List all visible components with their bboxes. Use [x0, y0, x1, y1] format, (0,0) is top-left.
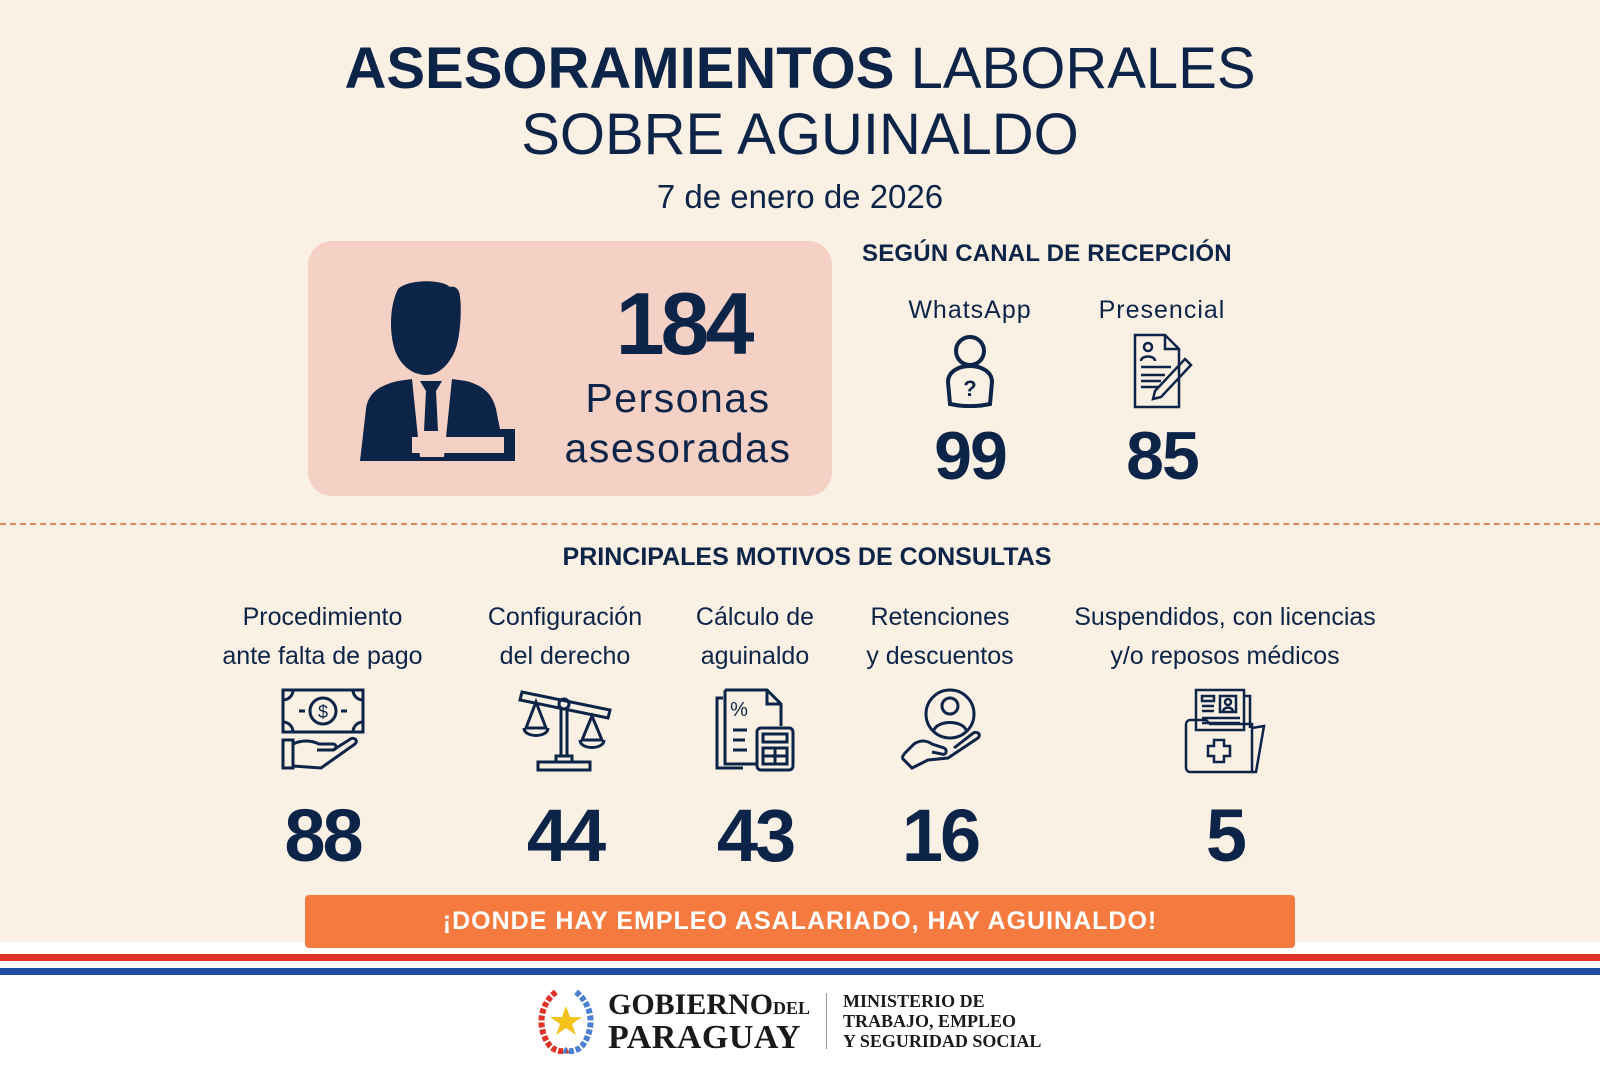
reason-label-line1: Retenciones	[870, 603, 1010, 631]
person-at-desk-icon	[360, 281, 515, 461]
reason-item: Cálculo de aguinaldo % 43	[680, 598, 830, 876]
total-label: Personas asesoradas	[538, 373, 818, 473]
medical-folder-icon	[1184, 688, 1266, 774]
flag-stripe-red	[0, 954, 1600, 961]
reasons-section-title: PRINCIPALES MOTIVOS DE CONSULTAS	[562, 543, 1052, 571]
total-label-line2: asesoradas	[564, 425, 792, 471]
ministry-line1: MINISTERIO DE	[843, 991, 985, 1011]
reason-label-line1: Procedimiento	[242, 603, 403, 631]
reason-label: Procedimiento ante falta de pago	[200, 598, 445, 676]
page-title: ASESORAMIENTOS LABORALES SOBRE AGUINALDO	[0, 36, 1600, 168]
gov-del: DEL	[773, 997, 811, 1018]
reason-count: 16	[901, 794, 981, 877]
channel-whatsapp: WhatsApp ? 99	[880, 292, 1060, 496]
reason-label-line1: Cálculo de	[695, 603, 815, 631]
reason-label: Configuración del derecho	[460, 598, 670, 676]
channel-label: WhatsApp	[908, 296, 1032, 324]
reason-label-line2: aguinaldo	[700, 642, 810, 670]
reason-item: Configuración del derecho 44	[460, 598, 670, 876]
reason-item: Suspendidos, con licencias y/o reposos m…	[1050, 598, 1400, 876]
reason-count: 43	[716, 794, 796, 877]
hand-person-icon	[900, 688, 981, 770]
footer-logo: GOBIERNODEL PARAGUAY MINISTERIO DE TRABA…	[534, 988, 1041, 1054]
reason-label-line2: del derecho	[499, 642, 631, 670]
scale-icon	[518, 690, 612, 772]
logo-separator	[826, 993, 828, 1049]
ministry-name: MINISTERIO DE TRABAJO, EMPLEO Y SEGURIDA…	[843, 991, 1041, 1051]
slogan-banner: ¡DONDE HAY EMPLEO ASALARIADO, HAY AGUINA…	[305, 895, 1295, 948]
reason-label-line1: Suspendidos, con licencias	[1074, 603, 1376, 631]
calculator-document-icon: %	[715, 688, 795, 772]
channel-presencial: Presencial 85	[1072, 292, 1252, 496]
gov-line2: PARAGUAY	[608, 1018, 801, 1056]
title-line2: SOBRE AGUINALDO	[521, 102, 1079, 167]
reason-count: 5	[1205, 794, 1247, 877]
reason-label-line2: ante falta de pago	[222, 642, 423, 670]
report-date: 7 de enero de 2026	[656, 178, 944, 215]
channel-count: 99	[934, 418, 1008, 494]
ministry-line2: TRABAJO, EMPLEO	[843, 1011, 1017, 1031]
total-label-line1: Personas	[585, 375, 771, 421]
title-bold: ASESORAMIENTOS	[344, 36, 895, 101]
reason-label: Cálculo de aguinaldo	[680, 598, 830, 676]
reason-label: Retenciones y descuentos	[845, 598, 1035, 676]
dashed-divider	[0, 523, 1600, 525]
channel-count: 85	[1126, 418, 1200, 494]
svg-text:%: %	[730, 699, 748, 721]
document-edit-icon	[1133, 333, 1193, 409]
ministry-line3: Y SEGURIDAD SOCIAL	[843, 1031, 1042, 1051]
svg-text:$: $	[317, 702, 327, 722]
government-emblem-icon	[538, 989, 594, 1054]
reason-count: 88	[284, 794, 363, 877]
gov-line1: GOBIERNO	[608, 987, 774, 1021]
flag-stripe-blue	[0, 968, 1600, 975]
reason-item: Procedimiento ante falta de pago $ 88	[200, 598, 445, 876]
total-card: 184 Personas asesoradas	[308, 241, 832, 496]
person-question-icon: ?	[945, 335, 995, 408]
channel-label: Presencial	[1098, 296, 1226, 324]
reason-label: Suspendidos, con licencias y/o reposos m…	[1050, 598, 1400, 676]
total-count: 184	[615, 274, 755, 373]
reason-count: 44	[526, 794, 606, 877]
government-name: GOBIERNODEL PARAGUAY	[608, 987, 811, 1056]
money-hand-icon: $	[281, 688, 364, 770]
svg-text:?: ?	[963, 376, 976, 401]
title-light: LABORALES	[910, 36, 1256, 101]
reason-label-line2: y descuentos	[866, 642, 1014, 670]
reason-item: Retenciones y descuentos 16	[845, 598, 1035, 876]
channel-section-title: SEGÚN CANAL DE RECEPCIÓN	[862, 240, 1232, 267]
reason-label-line1: Configuración	[487, 603, 643, 631]
reason-label-line2: y/o reposos médicos	[1110, 642, 1340, 670]
